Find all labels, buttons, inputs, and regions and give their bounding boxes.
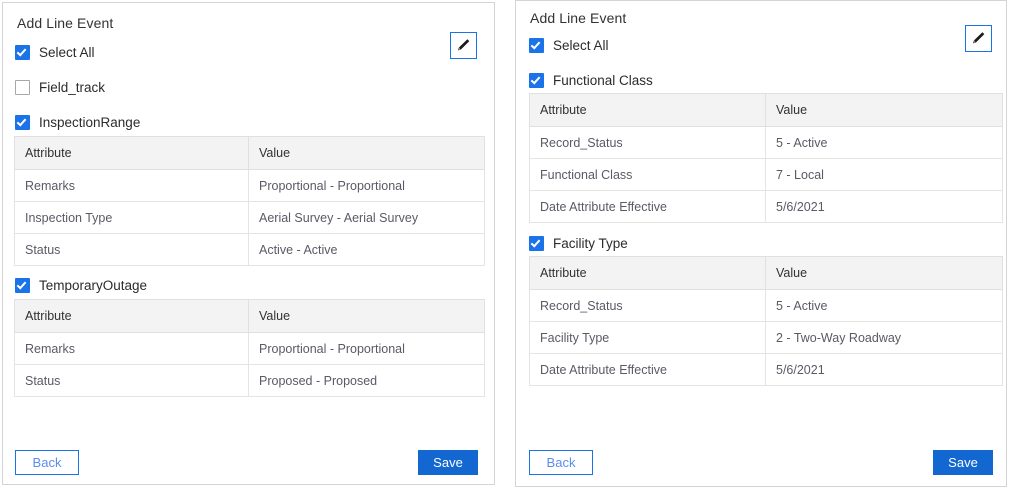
column-header-value: Value (765, 93, 1003, 127)
column-header-attribute: Attribute (529, 93, 766, 127)
table-header-row: Attribute Value (529, 93, 1003, 127)
cell-value: 5 - Active (765, 126, 1003, 159)
pencil-icon-button[interactable] (965, 25, 992, 52)
checkbox-checked-icon[interactable] (15, 45, 30, 60)
group-label-inspection-range: InspectionRange (39, 114, 141, 130)
attribute-table-facility-type: Attribute Value Record_Status 5 - Active… (529, 256, 1003, 386)
save-button[interactable]: Save (418, 450, 478, 475)
add-line-event-panel-right: Add Line Event Select All Functional Cla… (515, 0, 1007, 487)
page-title: Add Line Event (530, 10, 627, 26)
checkbox-checked-icon[interactable] (529, 38, 544, 53)
group-label-facility-type: Facility Type (553, 235, 628, 251)
cell-attribute: Functional Class (529, 158, 766, 191)
table-row[interactable]: Date Attribute Effective 5/6/2021 (529, 190, 1003, 223)
cell-attribute: Record_Status (529, 289, 766, 322)
back-button[interactable]: Back (15, 450, 79, 475)
cell-attribute: Remarks (14, 332, 249, 365)
select-all-checkbox-row[interactable]: Select All (529, 38, 609, 53)
checkbox-checked-icon[interactable] (15, 278, 30, 293)
checkbox-checked-icon[interactable] (15, 115, 30, 130)
column-header-attribute: Attribute (529, 256, 766, 290)
cell-attribute: Date Attribute Effective (529, 353, 766, 386)
column-header-value: Value (248, 136, 485, 170)
column-header-value: Value (765, 256, 1003, 290)
panel-right-content: Add Line Event Select All Functional Cla… (516, 1, 1006, 486)
table-row[interactable]: Record_Status 5 - Active (529, 289, 1003, 322)
cell-attribute: Record_Status (529, 126, 766, 159)
table-row[interactable]: Date Attribute Effective 5/6/2021 (529, 353, 1003, 386)
pencil-icon (455, 37, 472, 54)
checkbox-unchecked-icon[interactable] (15, 80, 30, 95)
pencil-icon-button[interactable] (450, 32, 477, 59)
group-checkbox-temporary-outage[interactable]: TemporaryOutage (15, 278, 147, 293)
cell-attribute: Status (14, 364, 249, 397)
panel-left-content: Add Line Event Select All Field_track (3, 3, 494, 484)
table-row[interactable]: Remarks Proportional - Proportional (14, 332, 485, 365)
table-row[interactable]: Status Proposed - Proposed (14, 364, 485, 397)
cell-attribute: Status (14, 233, 249, 266)
cell-value: 7 - Local (765, 158, 1003, 191)
column-header-attribute: Attribute (14, 136, 249, 170)
cell-attribute: Facility Type (529, 321, 766, 354)
select-all-label: Select All (39, 44, 95, 60)
table-header-row: Attribute Value (14, 299, 485, 333)
table-row[interactable]: Status Active - Active (14, 233, 485, 266)
group-label-temporary-outage: TemporaryOutage (39, 277, 148, 293)
select-all-checkbox-row[interactable]: Select All (15, 45, 95, 60)
page-title: Add Line Event (17, 15, 114, 31)
checkbox-checked-icon[interactable] (529, 236, 544, 251)
pencil-icon (970, 30, 987, 47)
back-button[interactable]: Back (529, 450, 593, 475)
cell-value: Proportional - Proportional (248, 169, 485, 202)
cell-value: 5/6/2021 (765, 353, 1003, 386)
cell-value: Aerial Survey - Aerial Survey (248, 201, 485, 234)
table-row[interactable]: Functional Class 7 - Local (529, 158, 1003, 191)
cell-attribute: Remarks (14, 169, 249, 202)
group-checkbox-field-track[interactable]: Field_track (15, 80, 105, 95)
checkbox-checked-icon[interactable] (529, 73, 544, 88)
add-line-event-panel-left: Add Line Event Select All Field_track (2, 2, 495, 485)
group-label-functional-class: Functional Class (553, 72, 653, 88)
column-header-attribute: Attribute (14, 299, 249, 333)
cell-value: Proposed - Proposed (248, 364, 485, 397)
table-row[interactable]: Remarks Proportional - Proportional (14, 169, 485, 202)
select-all-label: Select All (553, 37, 609, 53)
group-checkbox-inspection-range[interactable]: InspectionRange (15, 115, 140, 130)
group-label-field-track: Field_track (39, 79, 106, 95)
cell-attribute: Date Attribute Effective (529, 190, 766, 223)
save-button[interactable]: Save (933, 450, 993, 475)
cell-attribute: Inspection Type (14, 201, 249, 234)
table-row[interactable]: Record_Status 5 - Active (529, 126, 1003, 159)
cell-value: 5/6/2021 (765, 190, 1003, 223)
cell-value: 5 - Active (765, 289, 1003, 322)
group-checkbox-facility-type[interactable]: Facility Type (529, 236, 628, 251)
attribute-table-inspection-range: Attribute Value Remarks Proportional - P… (14, 136, 485, 266)
group-checkbox-functional-class[interactable]: Functional Class (529, 73, 653, 88)
column-header-value: Value (248, 299, 485, 333)
table-row[interactable]: Inspection Type Aerial Survey - Aerial S… (14, 201, 485, 234)
table-header-row: Attribute Value (14, 136, 485, 170)
cell-value: Active - Active (248, 233, 485, 266)
cell-value: Proportional - Proportional (248, 332, 485, 365)
attribute-table-temporary-outage: Attribute Value Remarks Proportional - P… (14, 299, 485, 397)
table-row[interactable]: Facility Type 2 - Two-Way Roadway (529, 321, 1003, 354)
attribute-table-functional-class: Attribute Value Record_Status 5 - Active… (529, 93, 1003, 223)
cell-value: 2 - Two-Way Roadway (765, 321, 1003, 354)
table-header-row: Attribute Value (529, 256, 1003, 290)
